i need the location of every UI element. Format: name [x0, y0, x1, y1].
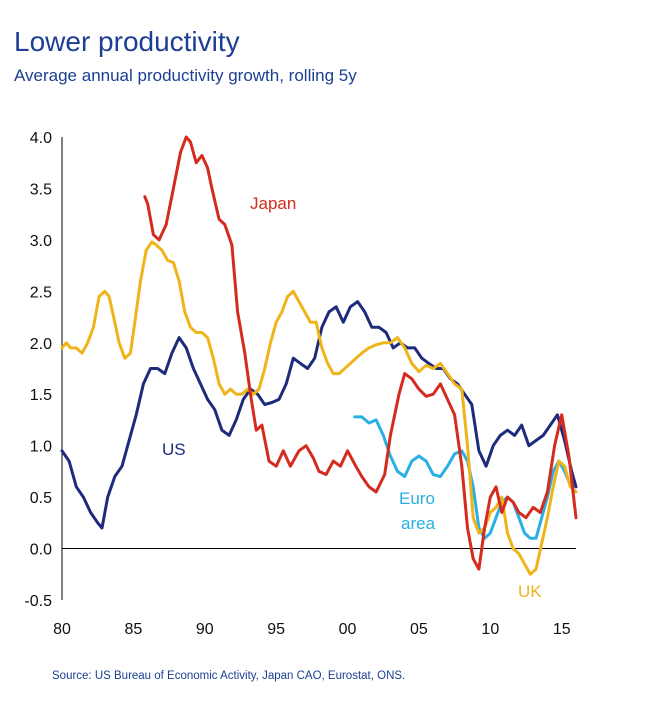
y-tick-label: -0.5 [24, 593, 52, 610]
x-tick-label: 95 [267, 621, 285, 638]
x-tick-label: 10 [481, 621, 499, 638]
y-tick-label: 1.0 [30, 439, 52, 456]
series-line-us [60, 300, 578, 530]
series-label-us: US [162, 440, 186, 459]
x-tick-label: 90 [196, 621, 214, 638]
source-note: Source: US Bureau of Economic Activity, … [52, 670, 406, 682]
x-tick-label: 15 [553, 621, 571, 638]
series-line-japan [143, 135, 578, 571]
x-tick-label: 05 [410, 621, 428, 638]
y-tick-label: 0.0 [30, 542, 52, 559]
y-tick-label: 0.5 [30, 490, 52, 507]
x-tick-label: 00 [339, 621, 357, 638]
series-label-euro-line-1: Euro [399, 489, 435, 508]
series-label-euro-line-2: area [401, 514, 436, 533]
y-tick-label: 4.0 [30, 130, 52, 147]
y-tick-label: 2.5 [30, 284, 52, 301]
series-label-japan: Japan [250, 194, 296, 213]
y-tick-label: 3.0 [30, 233, 52, 250]
series-line-euro-area [353, 415, 578, 540]
series-line-uk [60, 240, 578, 576]
x-tick-label: 80 [53, 621, 71, 638]
chart-subtitle: Average annual productivity growth, roll… [14, 66, 357, 85]
y-tick-label: 2.0 [30, 336, 52, 353]
x-tick-label: 85 [124, 621, 142, 638]
chart-title: Lower productivity [14, 26, 240, 57]
y-tick-label: 1.5 [30, 387, 52, 404]
y-tick-label: 3.5 [30, 181, 52, 198]
series-label-uk: UK [518, 582, 542, 601]
